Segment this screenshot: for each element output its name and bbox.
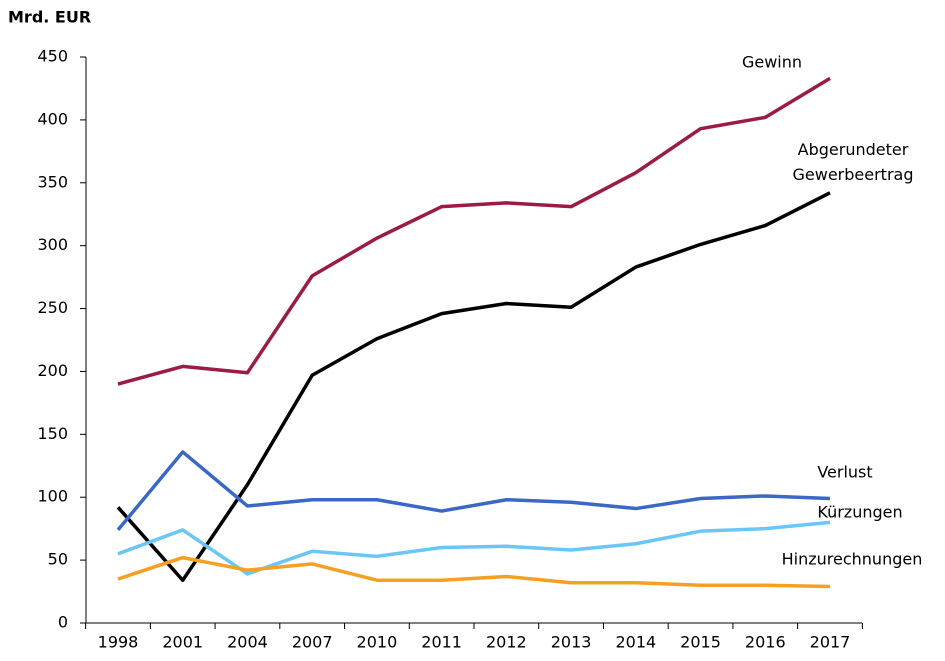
x-tick-label: 2010 [357,633,398,652]
x-tick-label: 2011 [421,633,462,652]
x-tick-label: 2017 [810,633,851,652]
x-tick-label: 1998 [98,633,139,652]
series-label: Gewinn [741,52,803,72]
series-label: Kürzungen [817,502,903,522]
line [117,76,831,386]
x-tick-label: 2014 [615,633,656,652]
y-tick-label: 300 [37,235,68,254]
y-tick-label: 200 [37,361,68,380]
line [116,191,831,582]
y-tick-label: 50 [48,550,68,569]
x-tick-label: 2001 [162,633,203,652]
y-tick-label: 100 [37,487,68,506]
y-tick-label: 400 [37,109,68,128]
y-tick-label: 0 [58,613,68,632]
y-tick-label: 250 [37,298,68,317]
x-tick-label: 2015 [680,633,721,652]
y-tick-label: 450 [37,47,68,66]
x-tick-label: 2013 [551,633,592,652]
y-tick-label: 150 [37,424,68,443]
x-tick-label: 2016 [745,633,786,652]
x-tick-label: 2004 [227,633,268,652]
series-label: Abgerundeter Gewerbeertrag [792,140,914,184]
series-label: Hinzurechnungen [781,549,923,569]
x-tick-label: 2007 [292,633,333,652]
x-tick-label: 2012 [486,633,527,652]
y-axis-label: Mrd. EUR [8,8,91,27]
line [116,450,831,532]
line [117,555,831,589]
y-tick-label: 350 [37,172,68,191]
series-label: Verlust [817,462,873,482]
